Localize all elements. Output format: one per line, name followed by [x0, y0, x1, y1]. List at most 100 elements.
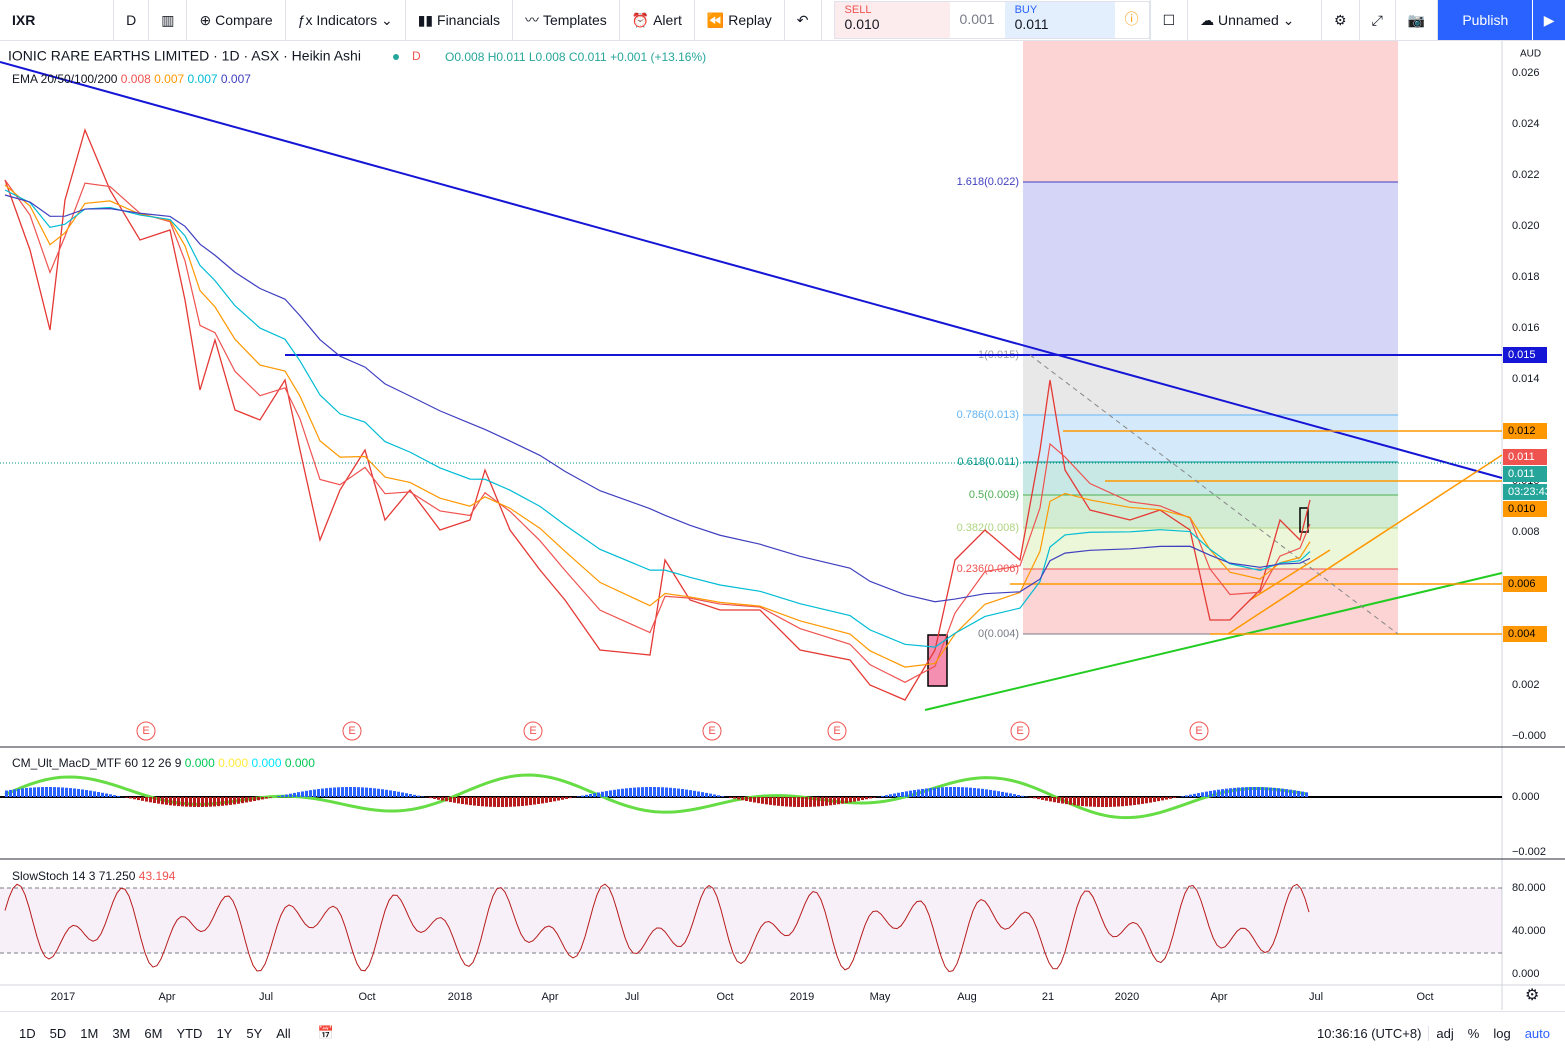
price-tag-label: 03:23:43: [1508, 486, 1551, 498]
macd-hist: [577, 796, 580, 797]
macd-hist: [1253, 787, 1256, 797]
compare[interactable]: ⊕ Compare: [187, 0, 285, 40]
time-tick-label: Jul: [1309, 991, 1323, 1003]
macd-hist: [549, 797, 552, 802]
macd-hist: [1237, 788, 1240, 797]
macd-hist: [557, 797, 560, 801]
macd-hist: [1033, 797, 1036, 798]
macd-hist: [173, 797, 176, 806]
macd-hist: [697, 791, 700, 797]
macd-hist: [1093, 797, 1096, 807]
macd-hist: [493, 797, 496, 807]
time-tick-label: Jul: [625, 991, 639, 1003]
macd-hist: [633, 788, 636, 797]
macd-hist: [1133, 797, 1136, 805]
bar-button[interactable]: log: [1486, 1026, 1517, 1041]
time-tick-label: 2019: [790, 991, 814, 1003]
stream-button[interactable]: ▶: [1532, 0, 1565, 40]
layout-name[interactable]: ☁ Unnamed ⌄: [1188, 0, 1322, 40]
macd-hist: [585, 795, 588, 797]
macd-hist: [157, 797, 160, 804]
macd-hist: [241, 797, 244, 803]
macd-hist: [1149, 797, 1152, 803]
earnings-label: E: [529, 725, 536, 737]
macd-hist: [645, 787, 648, 797]
indicators[interactable]: ƒx Indicators ⌄: [286, 0, 406, 40]
macd-hist: [997, 791, 1000, 797]
bar-button[interactable]: 1M: [73, 1026, 105, 1041]
time-tick-label: 2020: [1115, 991, 1139, 1003]
bar-button[interactable]: 3M: [105, 1026, 137, 1041]
fib-label: 0(0.004): [978, 628, 1019, 640]
bar-button[interactable]: YTD: [169, 1026, 209, 1041]
macd-hist: [1293, 790, 1296, 797]
macd-hist: [301, 791, 304, 797]
fib-zone: [1023, 182, 1398, 355]
macd-hist: [509, 797, 512, 807]
macd-hist: [989, 790, 992, 797]
macd-hist: [533, 797, 536, 805]
financials[interactable]: ▮▮ Financials: [406, 0, 513, 40]
macd-hist: [501, 797, 504, 807]
symbol[interactable]: IXR: [0, 0, 114, 40]
fullscreen-box[interactable]: ☐: [1150, 0, 1189, 40]
undo[interactable]: ↶: [785, 0, 822, 40]
macd-hist: [657, 787, 660, 797]
macd-hist: [89, 791, 92, 797]
time-tick-label: 21: [1042, 991, 1054, 1003]
snapshot[interactable]: 📷: [1396, 0, 1438, 40]
bar-button[interactable]: 1Y: [209, 1026, 239, 1041]
alert[interactable]: ⏰ Alert: [620, 0, 695, 40]
settings[interactable]: ⚙: [1322, 0, 1360, 40]
macd-hist: [545, 797, 548, 803]
macd-hist: [1021, 796, 1024, 797]
replay[interactable]: ⏪ Replay: [695, 0, 785, 40]
publish-button[interactable]: Publish: [1438, 0, 1532, 40]
macd-hist: [189, 797, 192, 807]
bar-button[interactable]: All: [269, 1026, 297, 1041]
macd-hist: [361, 787, 364, 797]
info-icon[interactable]: ⓘ: [1115, 2, 1149, 38]
compare-range[interactable]: 📅: [298, 1025, 341, 1041]
macd-hist: [593, 793, 596, 797]
bar-button[interactable]: 5D: [43, 1026, 74, 1041]
fib-zone: [1023, 355, 1398, 415]
currency: AUD: [1520, 49, 1541, 60]
macd-hist: [1245, 787, 1248, 797]
macd-hist: [225, 797, 228, 805]
macd-hist: [1045, 797, 1048, 801]
chart-style[interactable]: ▥: [149, 0, 187, 40]
macd-hist: [817, 797, 820, 806]
macd-hist: [517, 797, 520, 806]
axis-settings[interactable]: ⚙: [1525, 987, 1539, 1004]
price-tag-label: 0.012: [1508, 425, 1536, 437]
macd-hist: [597, 792, 600, 797]
macd-hist: [461, 797, 464, 804]
time-tick-label: Oct: [716, 991, 733, 1003]
macd-v0: 0.000: [185, 756, 215, 770]
ema-name: EMA 20/50/100/200: [12, 72, 118, 86]
macd-hist: [297, 792, 300, 797]
expand[interactable]: ⤢: [1360, 0, 1396, 40]
macd-hist: [893, 794, 896, 797]
bar-button[interactable]: 5Y: [239, 1026, 269, 1041]
bar-button[interactable]: auto: [1518, 1026, 1557, 1041]
bar-button[interactable]: %: [1461, 1026, 1487, 1041]
time-tick-label: Oct: [1416, 991, 1433, 1003]
stoch-axis-label: 80.000: [1512, 882, 1546, 894]
templates[interactable]: 〰 Templates: [513, 0, 620, 40]
macd-hist: [253, 797, 256, 801]
macd-hist: [713, 794, 716, 797]
interval[interactable]: D: [114, 0, 149, 40]
macd-hist: [489, 797, 492, 807]
macd-hist: [661, 787, 664, 797]
bar-button[interactable]: 1D: [12, 1026, 43, 1041]
macd-hist: [773, 797, 776, 805]
price-tick-label: 0.026: [1512, 67, 1540, 79]
bar-button[interactable]: 6M: [137, 1026, 169, 1041]
bar-button[interactable]: adj: [1429, 1026, 1460, 1041]
